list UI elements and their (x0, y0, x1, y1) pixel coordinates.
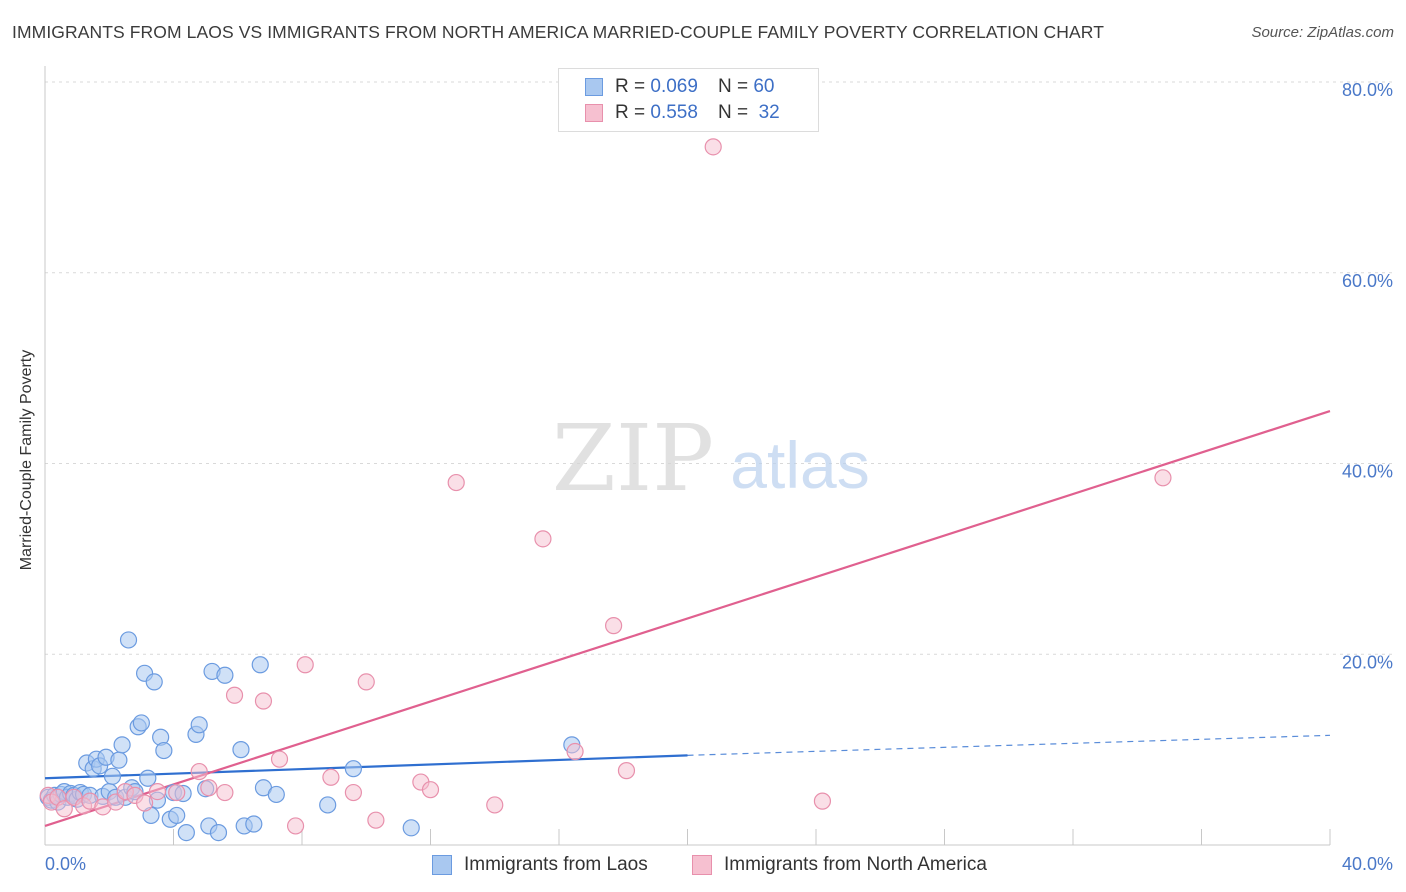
data-point-laos (190, 716, 208, 734)
data-point-north-america (367, 811, 385, 829)
data-point-laos (216, 666, 234, 684)
legend-row-north-america: R = 0.558 N = 32 (585, 100, 780, 126)
data-point-north-america (55, 800, 73, 818)
data-point-north-america (447, 473, 465, 492)
bottom-legend-label-north-america: Immigrants from North America (724, 854, 987, 875)
data-point-north-america (148, 782, 167, 801)
data-point-laos (155, 741, 173, 760)
legend-row-laos: R = 0.069 N = 60 (585, 74, 774, 100)
data-point-north-america (216, 783, 234, 802)
data-point-north-america (534, 530, 552, 548)
legend-n-value-laos: 60 (753, 76, 775, 97)
data-point-north-america (486, 796, 504, 814)
legend-n-label: N = (717, 76, 749, 97)
data-point-north-america (421, 781, 440, 799)
data-point-north-america (322, 768, 340, 786)
data-point-laos (168, 806, 186, 825)
data-point-north-america (344, 783, 362, 802)
data-point-north-america (1154, 469, 1172, 487)
bottom-legend-swatch-laos (432, 855, 452, 875)
chart-title: IMMIGRANTS FROM LAOS VS IMMIGRANTS FROM … (12, 22, 1104, 42)
data-point-north-america (357, 673, 375, 691)
x-tick-label: 0.0% (45, 854, 86, 874)
data-point-north-america (254, 692, 273, 710)
data-point-laos (119, 631, 138, 649)
data-point-north-america (605, 617, 623, 635)
legend-r-value-laos: 0.069 (650, 76, 698, 97)
data-point-laos (110, 751, 128, 769)
data-point-laos (132, 714, 150, 732)
trend-line-laos-extension (687, 734, 1331, 756)
data-point-laos (402, 819, 420, 837)
y-tick-label: 80.0% (1342, 80, 1393, 100)
data-point-north-america (286, 817, 305, 835)
data-point-north-america (190, 762, 208, 781)
legend-swatch-north-america (585, 104, 603, 122)
legend-n-label: N = (717, 102, 749, 123)
watermark-atlas: atlas (730, 428, 869, 502)
legend-r-value-north-america: 0.558 (650, 102, 698, 123)
y-tick-label: 60.0% (1342, 271, 1393, 291)
data-point-laos (251, 656, 269, 674)
data-point-laos (267, 785, 285, 804)
data-point-laos (139, 769, 157, 787)
data-point-north-america (296, 656, 314, 674)
data-point-north-america (704, 138, 722, 156)
data-point-north-america (135, 794, 154, 812)
data-point-laos (232, 741, 250, 759)
bottom-legend-laos: Immigrants from Laos (432, 852, 648, 878)
data-point-laos (145, 673, 163, 691)
data-point-north-america (200, 779, 218, 797)
data-point-north-america (225, 686, 244, 704)
data-point-laos (113, 736, 131, 754)
legend-swatch-laos (585, 78, 603, 96)
data-point-laos (344, 760, 362, 778)
data-point-laos (245, 815, 263, 833)
legend-r-label: R = (615, 76, 646, 97)
bottom-legend-label-laos: Immigrants from Laos (464, 854, 648, 875)
data-point-laos (209, 824, 228, 842)
data-point-north-america (168, 783, 186, 802)
trend-line-north-america (44, 409, 1331, 827)
watermark-zip: ZIP (552, 405, 714, 512)
bottom-legend-north-america: Immigrants from North America (692, 852, 987, 878)
legend-r-label: R = (615, 102, 646, 123)
watermark: ZIP atlas (552, 405, 870, 512)
legend: R = 0.069 N = 60 R = 0.558 N = 32 (558, 68, 819, 132)
tick-labels: 20.0% 40.0% 60.0% 80.0% 0.0% 40.0% (45, 80, 1393, 874)
data-point-north-america (813, 792, 832, 810)
bottom-legend-swatch-north-america (692, 855, 712, 875)
series-north-america-points (39, 138, 1172, 835)
data-point-laos (177, 824, 195, 842)
gridlines (45, 81, 1392, 655)
data-point-laos (319, 796, 337, 814)
data-point-north-america (566, 742, 584, 761)
data-point-north-america (270, 750, 289, 768)
data-point-north-america (617, 762, 636, 780)
x-tick-label: 40.0% (1342, 854, 1393, 874)
data-point-laos (103, 767, 122, 785)
axes (44, 66, 1331, 846)
legend-n-value-north-america: 32 (758, 102, 780, 123)
y-tick-label: 40.0% (1342, 462, 1393, 482)
y-tick-label: 20.0% (1342, 652, 1393, 672)
source-label: Source: ZipAtlas.com (1251, 24, 1394, 41)
